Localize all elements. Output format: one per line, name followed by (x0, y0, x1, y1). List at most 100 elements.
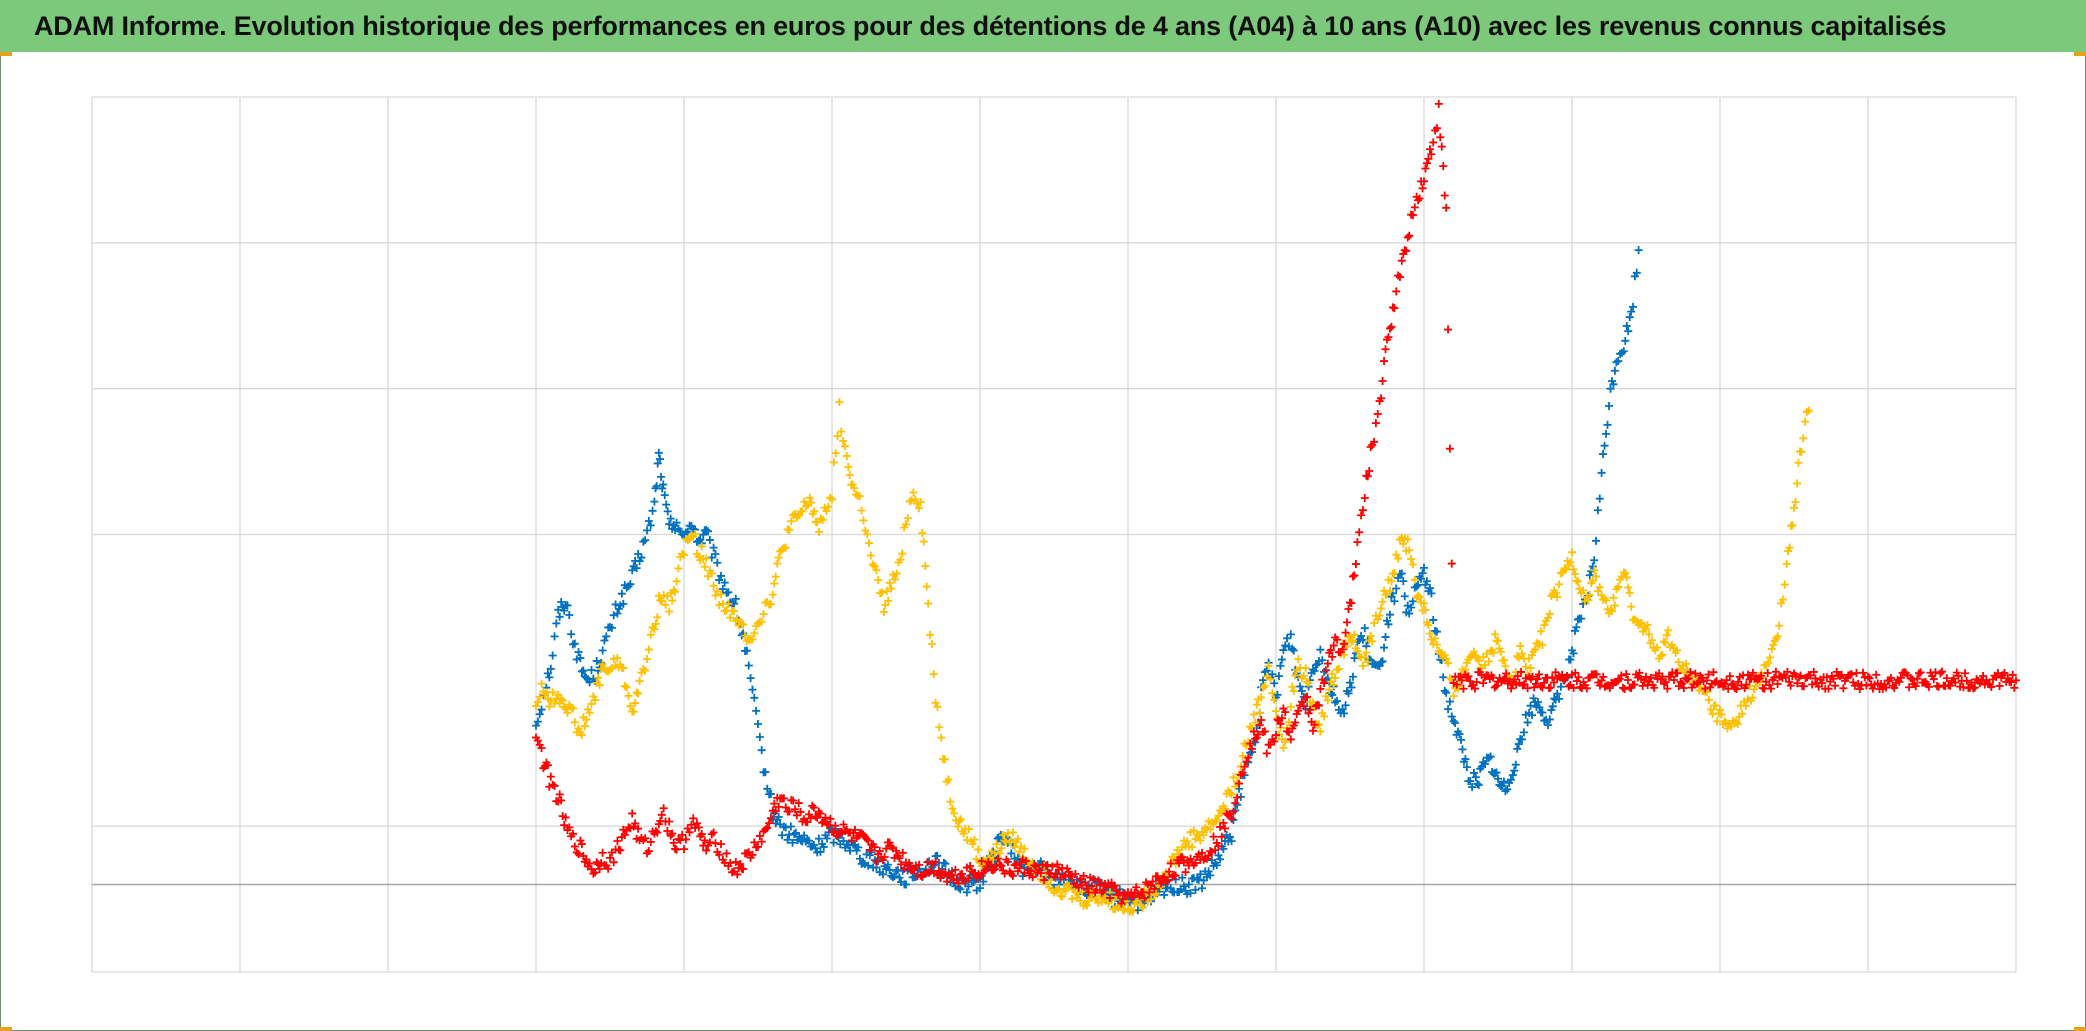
data-point-a10 (1247, 744, 1256, 753)
data-point-a04 (744, 661, 753, 670)
data-point-a04 (550, 632, 559, 641)
data-point-a10 (796, 807, 805, 816)
data-point-a10 (1150, 884, 1159, 893)
data-point-a07 (609, 654, 618, 663)
data-point-a10 (585, 859, 594, 868)
data-point-a07 (1799, 434, 1808, 443)
data-point-a10 (1089, 874, 1098, 883)
data-point-a10 (1040, 876, 1049, 885)
data-point-a10 (1148, 877, 1157, 886)
data-point-a04 (1461, 755, 1470, 764)
data-point-a04 (1196, 870, 1205, 879)
data-point-a10 (1661, 678, 1670, 687)
data-point-a10 (1303, 692, 1312, 701)
data-point-a07 (903, 514, 912, 523)
data-point-a04 (786, 822, 795, 831)
data-point-a04 (1198, 884, 1206, 893)
data-point-a04 (1375, 662, 1384, 671)
data-point-a10 (1338, 645, 1347, 654)
data-point-a04 (1420, 563, 1428, 572)
data-point-a04 (1425, 584, 1434, 593)
data-point-a10 (1402, 247, 1411, 256)
data-point-a07 (1526, 664, 1535, 673)
data-point-a10 (1418, 184, 1427, 193)
data-point-a07 (1516, 641, 1525, 650)
data-point-a04 (1378, 657, 1387, 666)
corner-mark-bottom-left (0, 1027, 12, 1031)
data-point-a07 (1528, 651, 1537, 660)
data-point-a10 (1410, 203, 1419, 212)
data-point-a10 (1028, 873, 1037, 882)
data-point-a10 (1742, 680, 1751, 689)
data-point-a10 (763, 823, 772, 832)
data-point-a07 (1249, 710, 1258, 719)
data-point-a04 (672, 518, 681, 527)
data-point-a10 (1294, 706, 1303, 715)
series-layer (532, 99, 2020, 916)
data-point-a04 (1545, 715, 1554, 724)
data-point-a07 (641, 666, 650, 675)
data-point-a07 (1474, 656, 1483, 665)
data-point-a04 (570, 639, 579, 648)
data-point-a07 (911, 495, 920, 504)
data-point-a10 (923, 858, 932, 867)
data-point-a10 (826, 814, 835, 823)
data-point-a10 (1872, 670, 1881, 679)
data-point-a07 (557, 694, 566, 703)
grid-layer (91, 96, 2017, 973)
data-point-a10 (1415, 194, 1424, 203)
data-point-a10 (1363, 472, 1372, 481)
data-point-a10 (1684, 674, 1693, 683)
data-point-a07 (1555, 580, 1564, 589)
data-point-a07 (1013, 834, 1022, 843)
data-point-a10 (739, 865, 748, 874)
data-point-a10 (1592, 670, 1601, 679)
chart-title: ADAM Informe. Evolution historique des p… (34, 10, 1947, 41)
data-point-a04 (1225, 832, 1234, 841)
data-point-a07 (1227, 790, 1236, 799)
data-point-a10 (1094, 876, 1103, 885)
data-point-a07 (1431, 634, 1440, 643)
data-point-a07 (1484, 657, 1493, 666)
data-point-a04 (1447, 712, 1456, 721)
data-point-a10 (1309, 726, 1317, 735)
data-point-a10 (954, 879, 963, 888)
data-point-a04 (652, 482, 661, 491)
data-point-a10 (985, 860, 994, 869)
data-point-a04 (683, 527, 692, 536)
data-point-a07 (1366, 631, 1375, 640)
data-point-a04 (1590, 556, 1599, 565)
data-point-a10 (2007, 678, 2016, 687)
data-point-a07 (1585, 590, 1594, 599)
data-point-a10 (560, 821, 569, 830)
data-point-a04 (1297, 686, 1306, 695)
data-point-a07 (1281, 737, 1290, 746)
data-point-a10 (651, 827, 660, 836)
data-point-a07 (665, 607, 674, 616)
data-point-a10 (1452, 680, 1461, 689)
data-point-a07 (918, 528, 927, 537)
data-point-a07 (1370, 619, 1379, 628)
data-point-a10 (1249, 727, 1258, 736)
data-point-a07 (1643, 620, 1652, 629)
data-point-a10 (1836, 672, 1845, 681)
data-point-a07 (848, 480, 857, 489)
data-point-a04 (592, 656, 601, 665)
data-point-a04 (1592, 536, 1601, 545)
data-point-a10 (1191, 858, 1200, 867)
data-point-a04 (1432, 627, 1441, 636)
data-point-a10 (1809, 667, 1818, 676)
data-point-a07 (1346, 632, 1354, 641)
data-point-a10 (1630, 680, 1639, 689)
data-point-a10 (715, 850, 724, 859)
data-point-a07 (842, 451, 851, 460)
data-point-a07 (781, 543, 790, 552)
data-point-a10 (668, 829, 677, 838)
data-point-a04 (1553, 689, 1562, 698)
data-point-a10 (1326, 646, 1335, 655)
data-point-a07 (1551, 588, 1560, 597)
data-point-a10 (1492, 681, 1501, 690)
data-point-a07 (711, 591, 720, 600)
data-point-a04 (1519, 728, 1528, 737)
data-point-a07 (1058, 892, 1067, 901)
